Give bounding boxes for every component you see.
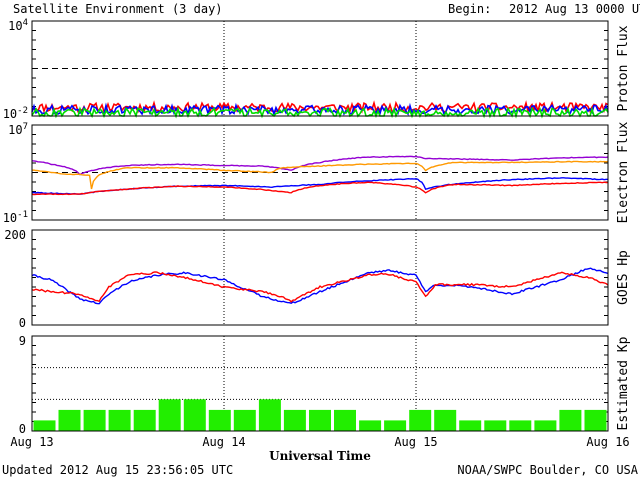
panels: 104 10-2 Proton Flux 107 10-1 Electron Flux 20… [3, 18, 631, 436]
y-axis-label-hp: GOES Hp [616, 250, 631, 305]
y-tick-label-top: 9 [19, 334, 26, 348]
y-tick-label-top: 200 [4, 228, 26, 242]
kp-bar [233, 409, 256, 431]
kp-bar [133, 409, 156, 431]
y-tick-label-bottom: 10-1 [3, 210, 28, 225]
kp-bar [559, 409, 582, 431]
electron-series-3 [31, 181, 609, 196]
panel-frame [31, 229, 609, 326]
panel-frame [31, 335, 609, 432]
y-axis-label-electron: Electron Flux [616, 121, 631, 223]
electron-series-1 [31, 160, 609, 190]
y-tick-label-bottom: 10-2 [3, 106, 28, 121]
kp-bar [158, 399, 181, 431]
kp-bar [33, 420, 56, 431]
kp-bar [359, 420, 382, 431]
kp-bar [534, 420, 557, 431]
kp-bar [484, 420, 507, 431]
begin-date: 2012 Aug 13 0000 UTC [509, 2, 640, 16]
y-tick-label-top: 104 [8, 18, 28, 33]
panel-proton: 104 10-2 Proton Flux [3, 18, 631, 121]
kp-bar [309, 409, 331, 431]
kp-bar [183, 399, 206, 431]
kp-bar [459, 420, 482, 431]
proton-series-1 [31, 102, 609, 117]
panel-electron: 107 10-1 Electron Flux [3, 121, 631, 225]
x-tick-label: Aug 14 [202, 435, 245, 449]
kp-bar [58, 409, 81, 431]
y-axis-label-kp: Estimated Kp [616, 336, 631, 430]
kp-bar [409, 409, 432, 431]
panel-kp: 9 0 Estimated Kp [19, 334, 631, 436]
kp-bar [283, 409, 306, 431]
kp-bar [509, 420, 532, 431]
kp-bar [584, 409, 607, 431]
proton-series-0 [31, 100, 609, 115]
y-axis-label-proton: Proton Flux [616, 25, 631, 111]
y-tick-label-bottom: 0 [19, 316, 26, 330]
panel-frame [31, 124, 609, 221]
electron-series-0 [31, 155, 609, 176]
panel-frame [31, 20, 609, 117]
kp-bar [108, 409, 131, 431]
kp-bar [258, 399, 281, 431]
x-axis-ticks: Aug 13 Aug 14 Aug 15 Aug 16 [10, 435, 629, 449]
updated-timestamp: Updated 2012 Aug 15 23:56:05 UTC [2, 463, 233, 477]
kp-bar [208, 409, 231, 431]
x-tick-label: Aug 13 [10, 435, 53, 449]
y-tick-label-bottom: 0 [19, 422, 26, 436]
chart-title: Satellite Environment (3 day) [13, 2, 223, 16]
x-axis-label: Universal Time [269, 449, 371, 463]
x-tick-label: Aug 16 [586, 435, 629, 449]
x-tick-label: Aug 15 [394, 435, 437, 449]
begin-label: Begin: [448, 2, 491, 16]
hp-series-1 [31, 271, 609, 303]
y-tick-label-top: 107 [8, 122, 28, 137]
panel-hp: 200 0 GOES Hp [4, 228, 631, 330]
kp-bar [384, 420, 407, 431]
hp-series-0 [31, 267, 609, 305]
kp-bar [334, 409, 356, 431]
credit-text: NOAA/SWPC Boulder, CO USA [457, 463, 638, 477]
kp-bar [434, 409, 457, 431]
kp-bar [83, 409, 106, 431]
